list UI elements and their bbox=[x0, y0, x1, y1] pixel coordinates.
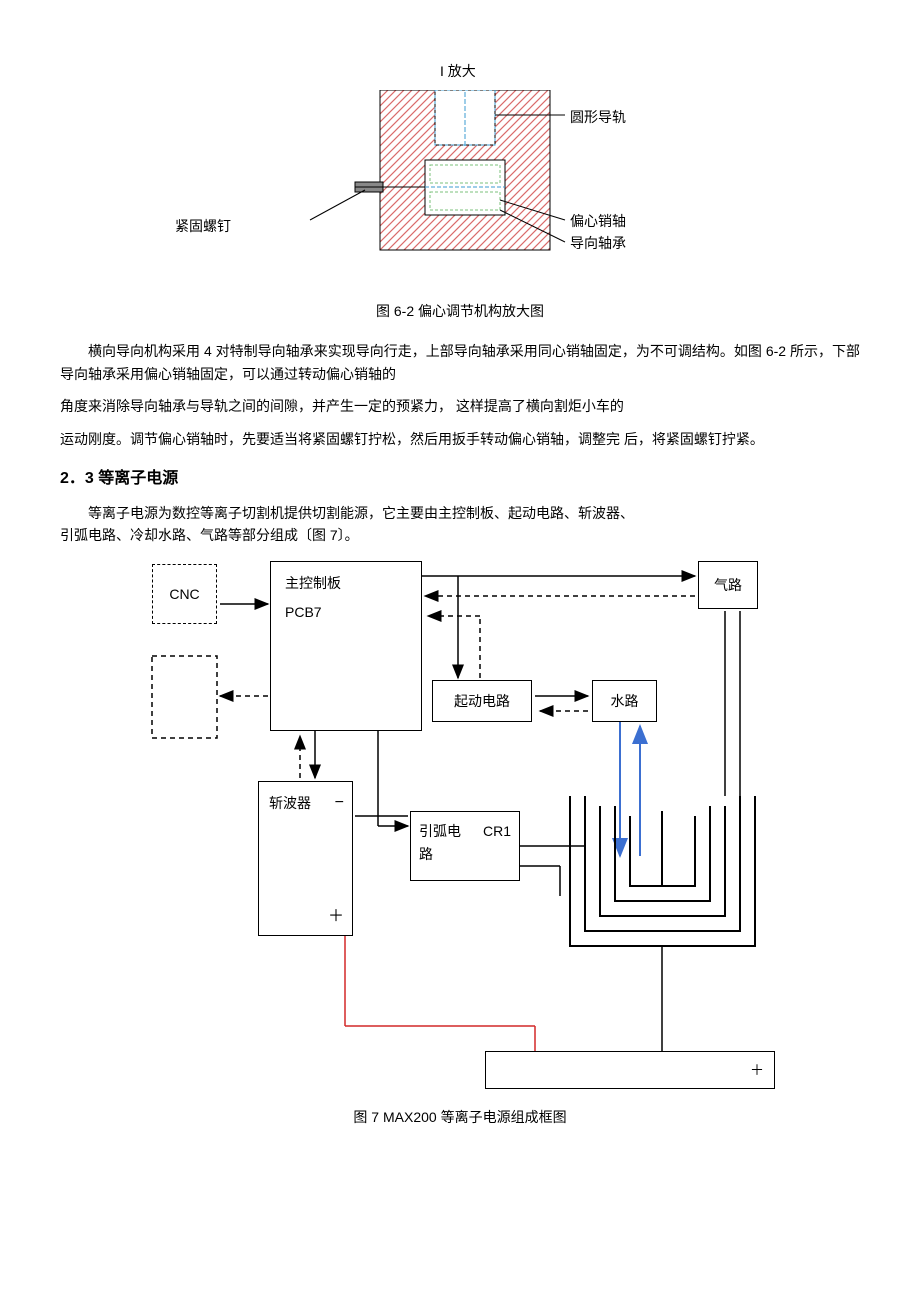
node-water-label: 水路 bbox=[611, 690, 639, 712]
node-start: 起动电路 bbox=[432, 680, 532, 722]
figure-1: I 放大 紧固螺钉 圆形导轨 偏心销轴 导向轴承 bbox=[260, 90, 660, 290]
figure-1-label-r3: 导向轴承 bbox=[570, 232, 626, 254]
node-arc-l2: CR1 bbox=[483, 820, 511, 842]
node-chopper: 斩波器 − ＋ bbox=[258, 781, 353, 936]
node-chopper-label: 斩波器 bbox=[269, 792, 311, 814]
node-water: 水路 bbox=[592, 680, 657, 722]
figure-7-caption: 图 7 MAX200 等离子电源组成框图 bbox=[60, 1106, 860, 1128]
figure-7: CNC 主控制板 PCB7 气路 起动电路 水路 斩波器 − ＋ 引弧电路 CR… bbox=[140, 556, 780, 1096]
paragraph-2: 角度来消除导向轴承与导轨之间的间隙，并产生一定的预紧力， 这样提高了横向割炬小车… bbox=[60, 395, 860, 417]
node-bottom: ＋ bbox=[485, 1051, 775, 1089]
node-start-label: 起动电路 bbox=[454, 690, 510, 712]
node-gas-label: 气路 bbox=[714, 574, 742, 596]
figure-1-label-r2: 偏心销轴 bbox=[570, 210, 626, 232]
node-main-ctrl-l1: 主控制板 bbox=[285, 572, 341, 594]
paragraph-1: 横向导向机构采用 4 对特制导向轴承来实现导向行走，上部导向轴承采用同心销轴固定… bbox=[60, 340, 860, 385]
figure-1-caption: 图 6-2 偏心调节机构放大图 bbox=[60, 300, 860, 322]
chopper-minus: − bbox=[335, 790, 344, 816]
chopper-plus: ＋ bbox=[328, 904, 344, 930]
node-main-ctrl-l2: PCB7 bbox=[285, 601, 322, 623]
node-cnc-label: CNC bbox=[169, 583, 199, 605]
node-main-ctrl: 主控制板 PCB7 bbox=[270, 561, 422, 731]
section-heading: 2．3 等离子电源 bbox=[60, 466, 860, 492]
node-gas: 气路 bbox=[698, 561, 758, 609]
node-cnc: CNC bbox=[152, 564, 217, 624]
node-arc: 引弧电路 CR1 bbox=[410, 811, 520, 881]
node-arc-l1: 引弧电路 bbox=[419, 820, 473, 865]
figure-1-label-left: 紧固螺钉 bbox=[175, 215, 231, 237]
bottom-plus: ＋ bbox=[750, 1059, 764, 1081]
paragraph-4a: 等离子电源为数控等离子切割机提供切割能源，它主要由主控制板、起动电路、斩波器、 bbox=[60, 502, 860, 524]
paragraph-3: 运动刚度。调节偏心销轴时，先要适当将紧固螺钉拧松，然后用扳手转动偏心销轴，调整完… bbox=[60, 428, 860, 450]
figure-1-label-r1: 圆形导轨 bbox=[570, 106, 626, 128]
figure-1-toplabel: I 放大 bbox=[440, 60, 476, 82]
paragraph-4b: 引弧电路、冷却水路、气路等部分组成〔图 7〕。 bbox=[60, 524, 860, 546]
